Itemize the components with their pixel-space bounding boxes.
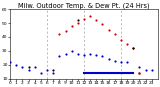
Point <box>58 56 61 57</box>
Point <box>46 70 48 71</box>
Point <box>95 54 98 56</box>
Title: Milw. Outdoor Temp. & Dew Pt. (24 Hrs): Milw. Outdoor Temp. & Dew Pt. (24 Hrs) <box>18 2 150 9</box>
Point <box>83 54 85 56</box>
Point <box>95 20 98 21</box>
Point <box>27 70 30 71</box>
Point <box>70 50 73 52</box>
Point <box>138 72 141 74</box>
Point <box>144 70 147 71</box>
Point <box>107 58 110 60</box>
Point <box>76 20 79 21</box>
Point <box>15 64 17 65</box>
Point <box>40 72 42 74</box>
Point <box>76 22 79 24</box>
Point <box>52 70 54 71</box>
Point <box>101 56 104 57</box>
Point <box>33 67 36 68</box>
Point <box>132 47 135 49</box>
Point <box>21 67 24 68</box>
Point <box>120 61 122 63</box>
Point <box>70 25 73 27</box>
Point <box>113 33 116 35</box>
Point <box>113 60 116 61</box>
Point <box>132 47 135 49</box>
Point <box>150 70 153 71</box>
Point <box>58 33 61 35</box>
Point <box>126 43 128 45</box>
Point <box>27 67 30 68</box>
Point <box>120 39 122 40</box>
Point <box>52 72 54 74</box>
Point <box>64 53 67 54</box>
Point <box>76 53 79 54</box>
Point <box>101 24 104 25</box>
Point <box>89 53 91 54</box>
Point <box>9 61 11 63</box>
Point <box>107 29 110 31</box>
Point <box>83 18 85 20</box>
Point <box>138 67 141 68</box>
Point <box>126 61 128 63</box>
Point <box>64 31 67 32</box>
Point <box>89 15 91 17</box>
